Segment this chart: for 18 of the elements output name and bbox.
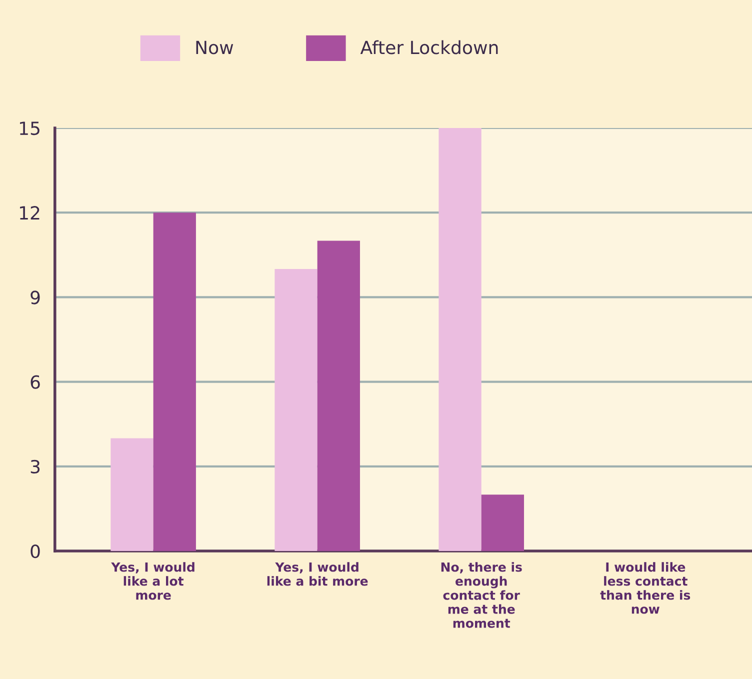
bar <box>438 128 482 552</box>
x-tick-label: Yes, I would like a bit more <box>267 562 368 586</box>
y-tick-label: 9 <box>30 290 40 304</box>
bar <box>153 212 196 552</box>
y-tick-label: 12 <box>20 206 40 220</box>
bar <box>481 494 524 552</box>
legend-label: After Lockdown <box>360 40 498 54</box>
y-tick-label: 3 <box>30 460 40 474</box>
x-tick-label: Yes, I would like a lot more <box>111 562 194 600</box>
bar <box>317 240 360 552</box>
legend-label: Now <box>196 40 234 54</box>
y-tick-label: 6 <box>30 375 40 389</box>
y-tick-label: 15 <box>20 122 40 136</box>
x-tick-label: No, there is enough contact for me at the moment <box>441 562 522 628</box>
bar <box>110 438 154 552</box>
y-tick-label: 0 <box>30 544 40 558</box>
x-tick-label: I would like less contact than there is now <box>600 562 690 614</box>
bar <box>274 268 318 552</box>
